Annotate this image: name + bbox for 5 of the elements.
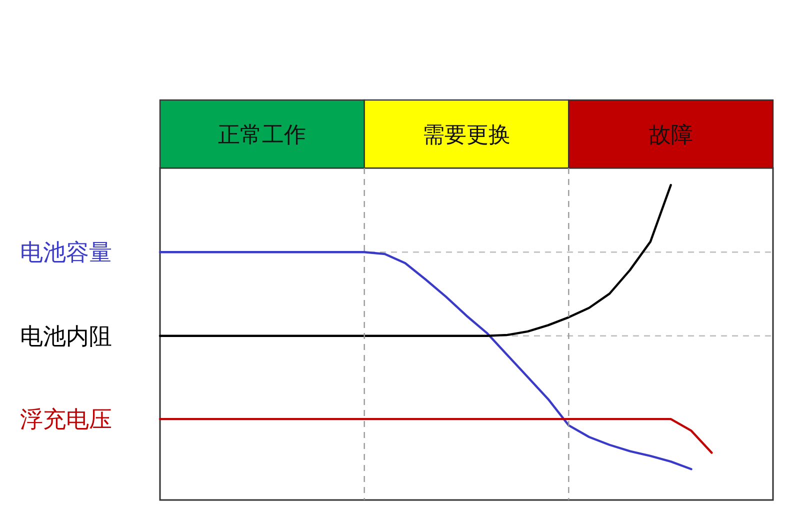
category-label: 故障	[648, 123, 693, 148]
category-label: 需要更换	[422, 123, 510, 148]
category-label: 正常工作	[218, 123, 306, 148]
text: 电池容量	[20, 240, 112, 266]
text: 电池内阻	[20, 324, 112, 350]
